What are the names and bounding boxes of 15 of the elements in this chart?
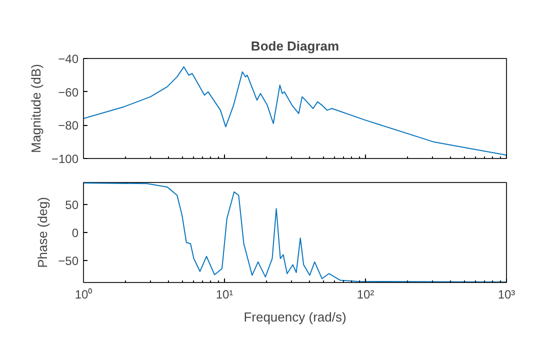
x-tick-label: 10² bbox=[356, 288, 374, 302]
y-tick-label: 0 bbox=[72, 226, 79, 240]
x-axis-title: Frequency (rad/s) bbox=[244, 310, 346, 324]
chart-title: Bode Diagram bbox=[250, 38, 340, 54]
y-tick-label: −100 bbox=[51, 152, 79, 166]
y-tick-label: −40 bbox=[58, 52, 79, 66]
x-tick-label: 10³ bbox=[498, 288, 516, 302]
y-tick-label: −80 bbox=[58, 118, 79, 133]
x-tick-label: 10⁰ bbox=[74, 288, 92, 302]
y-tick-label: −60 bbox=[58, 85, 79, 100]
y-tick-label: 50 bbox=[65, 198, 79, 212]
y-axis-title: Phase (deg) bbox=[35, 197, 50, 268]
x-tick-label: 10¹ bbox=[216, 288, 234, 302]
y-tick-label: −50 bbox=[58, 254, 79, 268]
y-axis-title: Magnitude (dB) bbox=[28, 64, 44, 153]
